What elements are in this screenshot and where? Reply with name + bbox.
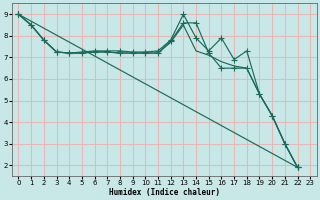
X-axis label: Humidex (Indice chaleur): Humidex (Indice chaleur) bbox=[109, 188, 220, 197]
